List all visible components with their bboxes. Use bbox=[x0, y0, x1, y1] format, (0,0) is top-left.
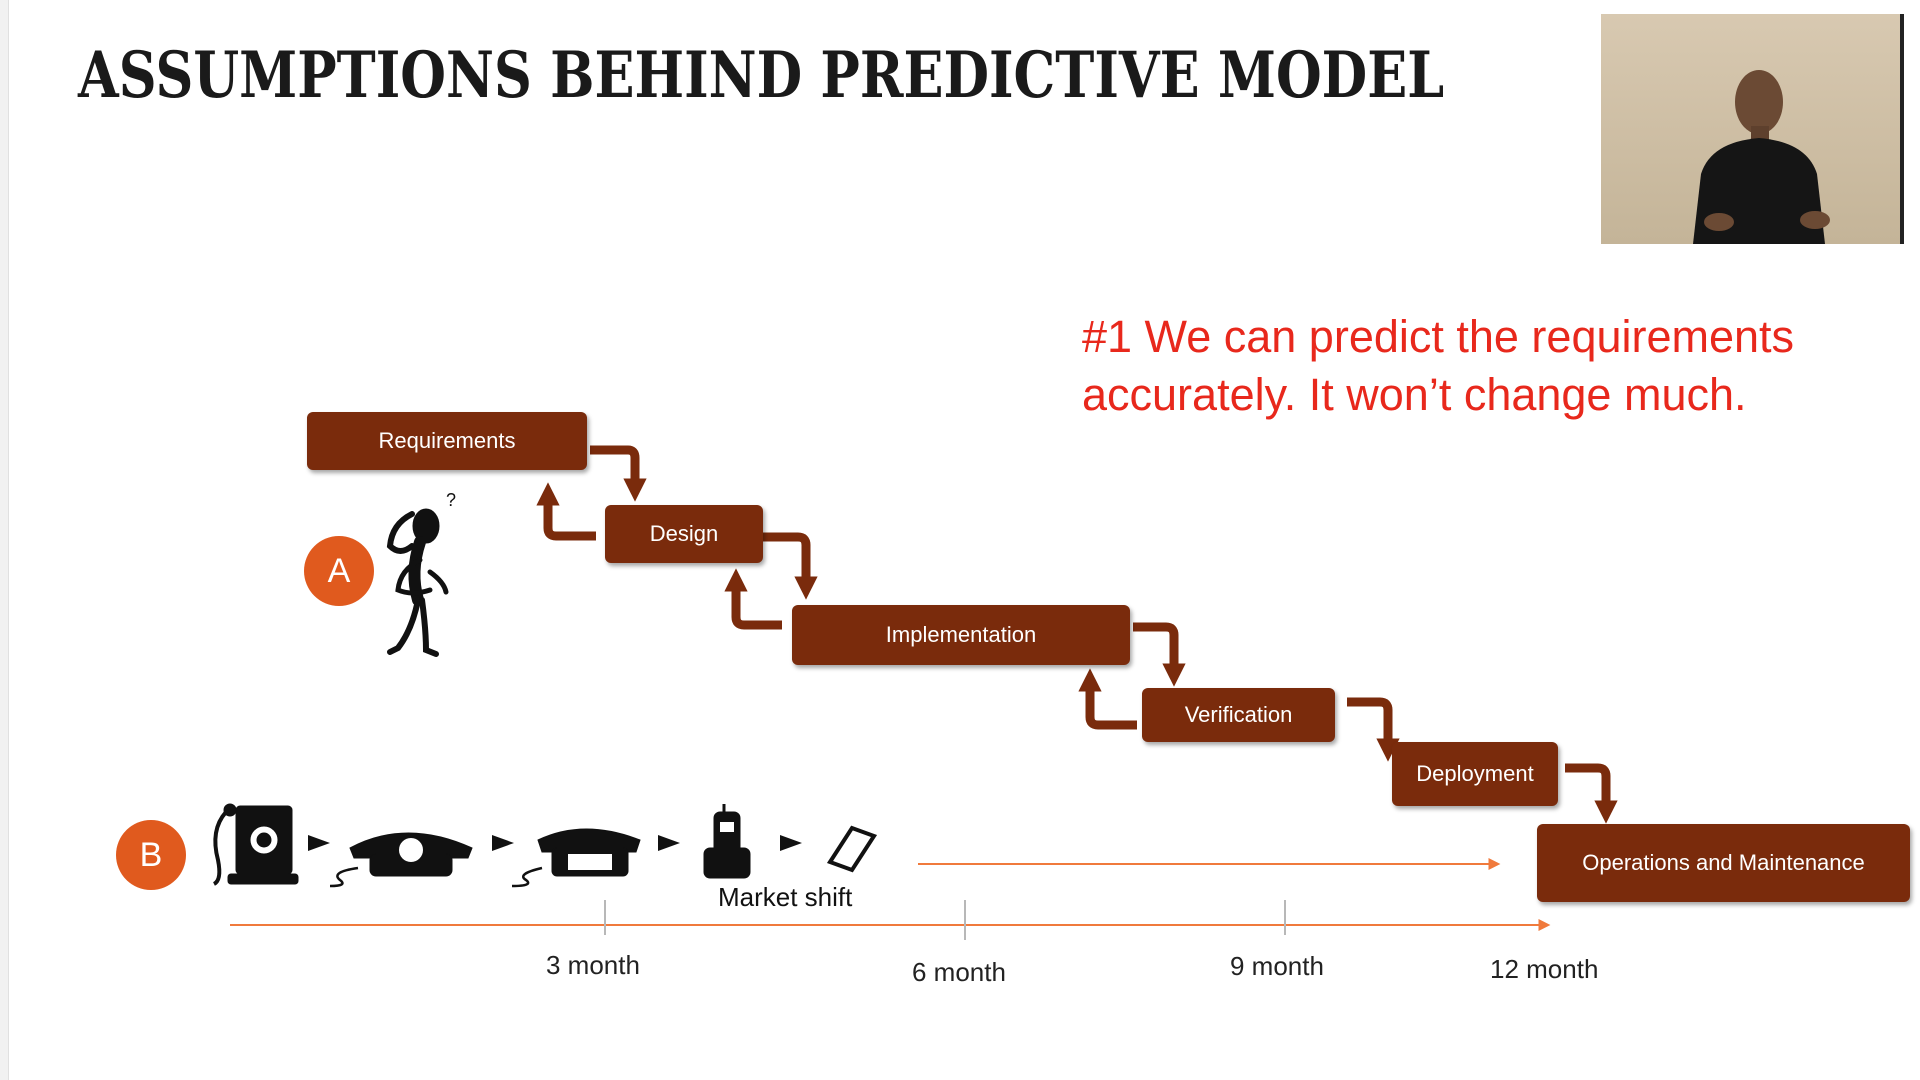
arrow-implementation-to-design bbox=[724, 568, 782, 630]
rotary-phone-icon bbox=[329, 832, 473, 888]
stage-operations-maintenance: Operations and Maintenance bbox=[1537, 824, 1910, 902]
timeline-label-6-month: 6 month bbox=[912, 957, 1006, 987]
pushbutton-phone-icon bbox=[511, 828, 641, 888]
stage-deployment: Deployment bbox=[1392, 742, 1558, 806]
arrow-verification-to-implementation bbox=[1078, 668, 1137, 730]
phone-arrow-2 bbox=[492, 835, 514, 851]
presenter-silhouette bbox=[1693, 70, 1830, 244]
wall-phone-icon bbox=[212, 803, 299, 886]
arrow-requirements-to-design bbox=[590, 445, 647, 502]
presenter-video bbox=[1601, 14, 1904, 244]
arrow-design-to-requirements bbox=[536, 482, 596, 541]
timeline-label-12-month: 12 month bbox=[1490, 954, 1599, 984]
badge-b: B bbox=[116, 820, 186, 890]
market-shift-label: Market shift bbox=[718, 882, 853, 912]
stage-design: Design bbox=[605, 505, 763, 563]
assumption-text-line1: #1 We can predict the requirements bbox=[1082, 311, 1795, 362]
window-edge bbox=[0, 0, 9, 1080]
svg-text:?: ? bbox=[446, 490, 456, 510]
cordless-phone-icon bbox=[703, 804, 751, 879]
arrow-deployment-to-operations bbox=[1565, 763, 1618, 824]
timeline-label-3-month: 3 month bbox=[546, 950, 640, 980]
slide-title: ASSUMPTIONS BEHIND PREDICTIVE MODEL bbox=[78, 38, 1445, 113]
phone-arrow-4 bbox=[780, 835, 802, 851]
phone-arrow-3 bbox=[658, 835, 680, 851]
arrow-implementation-to-verification bbox=[1133, 622, 1186, 687]
timeline-label-9-month: 9 month bbox=[1230, 951, 1324, 981]
assumption-text-line2: accurately. It won’t change much. bbox=[1082, 369, 1747, 420]
stage-verification: Verification bbox=[1142, 688, 1335, 742]
smartphone-icon bbox=[826, 825, 878, 873]
phone-arrow-1 bbox=[308, 835, 330, 851]
arrow-verification-to-deployment bbox=[1347, 697, 1400, 762]
stage-requirements: Requirements bbox=[307, 412, 587, 470]
arrow-design-to-implementation bbox=[763, 532, 818, 600]
stage-implementation: Implementation bbox=[792, 605, 1130, 665]
badge-a: A bbox=[304, 536, 374, 606]
